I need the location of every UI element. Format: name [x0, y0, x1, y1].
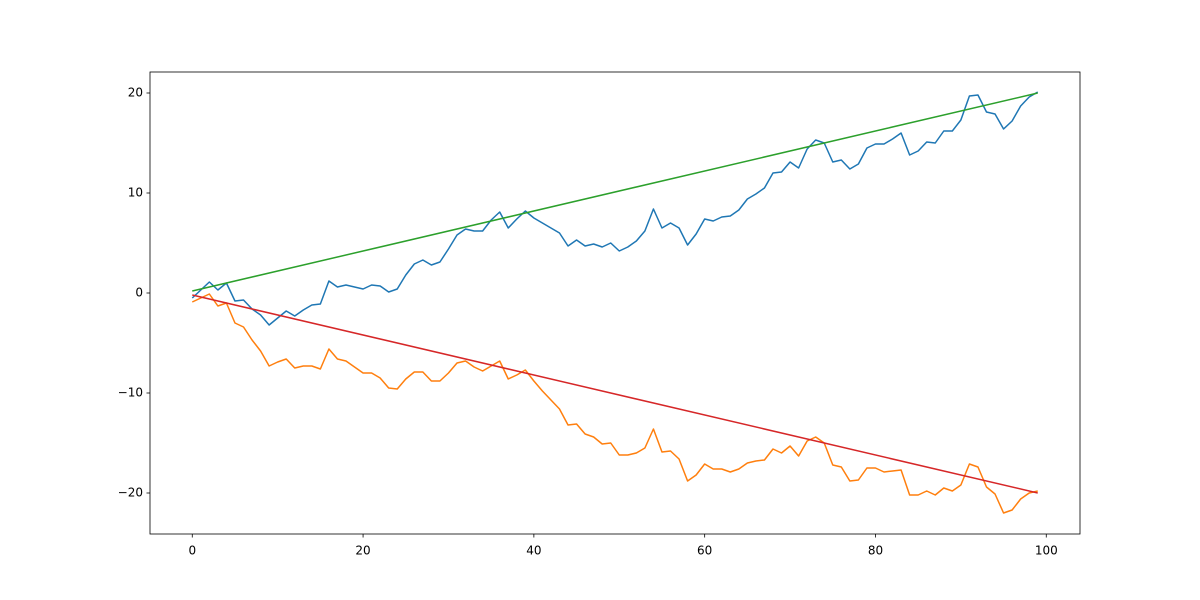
series-line — [191, 91, 1039, 326]
axes-frame — [149, 71, 1081, 535]
x-tick-label: 80 — [868, 544, 883, 558]
x-tick-label: 0 — [188, 544, 196, 558]
y-tick-label: 10 — [128, 186, 143, 200]
series-line — [192, 294, 1038, 494]
plot-area — [150, 72, 1080, 534]
x-tick-label: 100 — [1035, 544, 1058, 558]
x-tick-label: 20 — [355, 544, 370, 558]
y-tick-label: 0 — [135, 286, 143, 300]
y-tick-label: 20 — [128, 86, 143, 100]
y-tick-label: −20 — [118, 486, 143, 500]
y-tick-label: −10 — [118, 386, 143, 400]
series-line — [191, 293, 1038, 514]
x-tick-label: 60 — [697, 544, 712, 558]
series-line — [192, 92, 1038, 292]
x-tick-label: 40 — [526, 544, 541, 558]
